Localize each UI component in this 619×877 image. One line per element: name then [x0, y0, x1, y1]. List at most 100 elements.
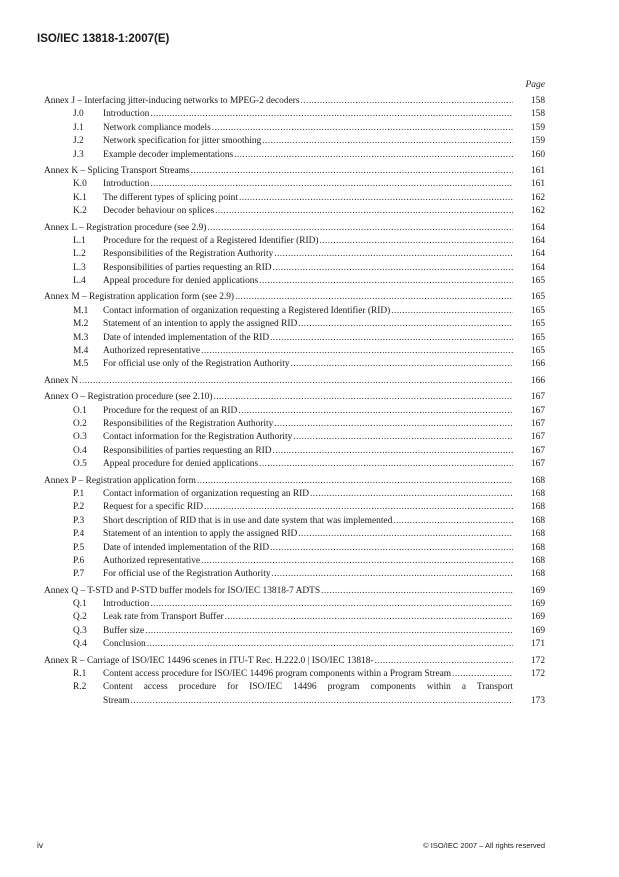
toc-annex-entry[interactable]: Annex K – Splicing Transport Streams 161	[44, 165, 545, 178]
toc-subentry[interactable]: O.3 Contact information for the Registrat…	[44, 431, 545, 444]
toc-subentry[interactable]: J.2 Network specification for jitter smoo…	[44, 135, 545, 148]
toc-subentry[interactable]: O.2 Responsibilities of the Registration …	[44, 418, 545, 431]
toc-entry-page: 168	[530, 555, 545, 566]
toc-entry-number: K.2	[73, 206, 87, 217]
toc-subentry[interactable]: P.2 Request for a specific RID 168	[44, 501, 545, 514]
dot-leader	[225, 611, 513, 624]
toc-entry-page: 161	[530, 165, 545, 176]
toc-subentry[interactable]: Q.2 Leak rate from Transport Buffer 169	[44, 611, 545, 624]
toc-entry-title: Decoder behaviour on splices	[103, 206, 215, 217]
toc-entry-page: 161	[530, 179, 545, 190]
toc-subentry[interactable]: J.1 Network compliance models 159	[44, 122, 545, 135]
toc-entry-title: Buffer size	[103, 625, 145, 636]
dot-leader	[272, 445, 513, 458]
toc-entry-page: 165	[530, 292, 545, 303]
toc-subentry[interactable]: L.2 Responsibilities of the Registration …	[44, 248, 545, 261]
toc-entry-number: M.4	[73, 346, 89, 357]
toc-entry-page: 159	[530, 136, 545, 147]
toc-subentry[interactable]: O.1 Procedure for the request of an RID 16…	[44, 405, 545, 418]
toc-entry-page: 169	[530, 612, 545, 623]
toc-subentry[interactable]: P.3 Short description of RID that is in u…	[44, 515, 545, 528]
toc-entry-number: J.2	[73, 136, 84, 147]
dot-leader	[201, 555, 513, 568]
dot-leader	[215, 205, 513, 218]
toc-entry-title: Appeal procedure for denied applications	[103, 459, 259, 470]
dot-leader	[272, 568, 513, 581]
toc-subentry[interactable]: O.4 Responsibilities of parties requestin…	[44, 445, 545, 458]
toc-subentry[interactable]: Q.4 Conclusion 171	[44, 638, 545, 651]
toc-subentry[interactable]: O.5 Appeal procedure for denied applicati…	[44, 458, 545, 471]
toc-entry-title: Annex N	[44, 375, 79, 386]
toc-annex-entry[interactable]: Annex Q – T-STD and P-STD buffer models …	[44, 585, 545, 598]
toc-subentry[interactable]: L.4 Appeal procedure for denied applicati…	[44, 275, 545, 288]
toc-subentry[interactable]: J.3 Example decoder implementations 160	[44, 149, 545, 162]
toc-entry-title: Procedure for the request of a Registere…	[103, 235, 319, 246]
toc-entry-title: Authorized representative	[103, 346, 201, 357]
toc-subentry[interactable]: M.2 Statement of an intention to apply th…	[44, 318, 545, 331]
toc-entry-number: Q.4	[73, 639, 87, 650]
toc-entry-page: 164	[530, 262, 545, 273]
toc-annex-entry[interactable]: Annex M – Registration application form …	[44, 291, 545, 304]
toc-subentry[interactable]: Q.1 Introduction 169	[44, 598, 545, 611]
toc-entry-number: R.2	[73, 682, 87, 693]
toc-entry-page: 167	[530, 418, 545, 429]
toc-entry-number: O.1	[73, 405, 87, 416]
dot-leader	[298, 528, 513, 541]
toc-subentry[interactable]: R.2 Content access procedure for ISO/IEC …	[44, 681, 545, 694]
toc-subentry[interactable]: K.2 Decoder behaviour on splices 162	[44, 205, 545, 218]
toc-entry-page: 162	[530, 206, 545, 217]
toc-entry-title: Contact information for the Registration…	[103, 432, 293, 443]
toc-subentry[interactable]: P.6 Authorized representative 168	[44, 555, 545, 568]
toc-entry-title: For official use only of the Registratio…	[103, 359, 290, 370]
toc-subentry[interactable]: P.4 Statement of an intention to apply th…	[44, 528, 545, 541]
toc-annex-entry[interactable]: Annex J – Interfacing jitter-inducing ne…	[44, 95, 545, 108]
toc-annex-entry[interactable]: Annex N 166	[44, 375, 545, 388]
toc-subentry[interactable]: P.1 Contact information of organization r…	[44, 488, 545, 501]
dot-leader	[234, 149, 513, 162]
toc-subentry[interactable]: M.5 For official use only of the Registra…	[44, 358, 545, 371]
dot-leader	[150, 598, 513, 611]
toc-entry-page: 168	[530, 542, 545, 553]
toc-subentry[interactable]: M.4 Authorized representative 165	[44, 345, 545, 358]
toc-subentry[interactable]: P.7 For official use of the Registration …	[44, 568, 545, 581]
toc-subentry[interactable]: K.1 The different types of splicing point…	[44, 192, 545, 205]
toc-entry-title: Annex Q – T-STD and P-STD buffer models …	[44, 585, 321, 596]
toc-entry-number: J.1	[73, 122, 84, 133]
toc-subentry[interactable]: J.0 Introduction 158	[44, 108, 545, 121]
toc-annex-entry[interactable]: Annex P – Registration application form 1…	[44, 475, 545, 488]
document-header: ISO/IEC 13818-1:2007(E)	[37, 33, 170, 45]
toc-annex-entry[interactable]: Annex L – Registration procedure (see 2.…	[44, 222, 545, 235]
dot-leader	[259, 275, 513, 288]
toc-entry-page: 168	[530, 515, 545, 526]
toc-subentry[interactable]: R.1 Content access procedure for ISO/IEC …	[44, 668, 545, 681]
toc-entry-page: 169	[530, 599, 545, 610]
toc-subentry[interactable]: L.1 Procedure for the request of a Regist…	[44, 235, 545, 248]
toc-annex-entry[interactable]: Annex R – Carriage of ISO/IEC 14496 scen…	[44, 655, 545, 668]
toc-entry-number: M.5	[73, 359, 89, 370]
toc-entry-title: Annex K – Splicing Transport Streams	[44, 165, 190, 176]
toc-subentry[interactable]: M.1 Contact information of organization r…	[44, 305, 545, 318]
toc-entry-number: O.5	[73, 459, 87, 470]
toc-entry-title: Authorized representative	[103, 555, 201, 566]
toc-entry-number: P.7	[73, 569, 85, 580]
toc-annex-entry[interactable]: Annex O – Registration procedure (see 2.…	[44, 391, 545, 404]
dot-leader	[300, 95, 513, 108]
toc-entry-page: 168	[530, 502, 545, 513]
toc-subentry[interactable]: K.0 Introduction 161	[44, 178, 545, 191]
toc-subentry-continued[interactable]: Stream 173	[44, 695, 545, 708]
toc-subentry[interactable]: M.3 Date of intended implementation of th…	[44, 332, 545, 345]
toc-entry-page: 166	[530, 375, 545, 386]
toc-subentry[interactable]: Q.3 Buffer size 169	[44, 625, 545, 638]
toc-entry-number: Q.2	[73, 612, 87, 623]
toc-entry-page: 173	[530, 695, 545, 706]
toc-entry-page: 167	[530, 459, 545, 470]
toc-entry-page: 165	[530, 276, 545, 287]
dot-leader	[239, 192, 513, 205]
toc-subentry[interactable]: L.3 Responsibilities of parties requestin…	[44, 262, 545, 275]
toc-entry-page: 167	[530, 432, 545, 443]
toc-subentry[interactable]: P.5 Date of intended implementation of th…	[44, 542, 545, 555]
toc-entry-number: P.3	[73, 515, 85, 526]
dot-leader	[150, 108, 513, 121]
toc-entry-number: M.2	[73, 319, 89, 330]
dot-leader	[293, 431, 513, 444]
